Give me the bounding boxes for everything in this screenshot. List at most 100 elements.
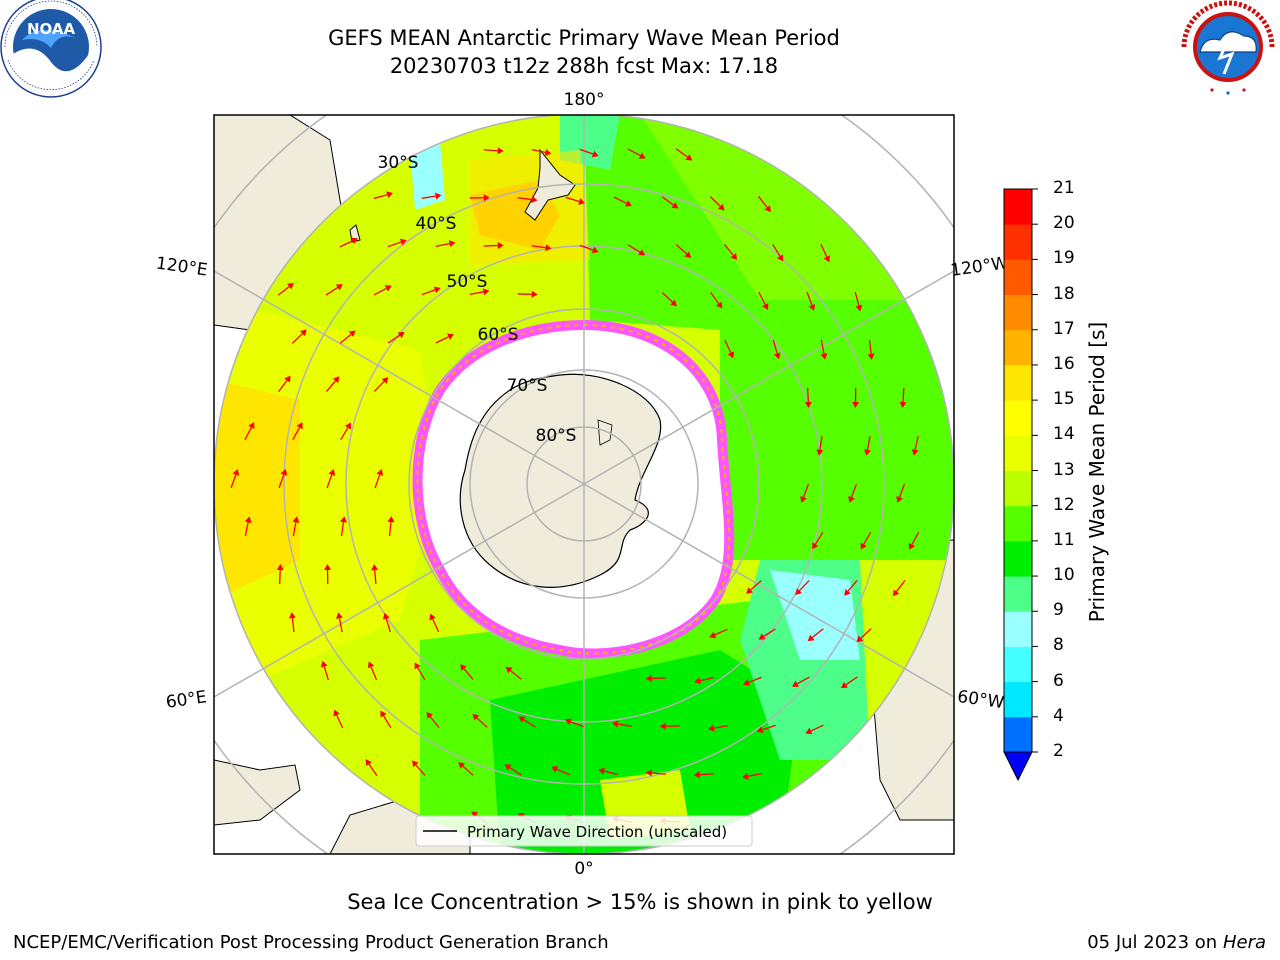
lon-label-120e: 120°E — [155, 254, 209, 281]
wave-arrow — [899, 387, 907, 408]
wave-arrow — [371, 564, 379, 585]
colorbar-tick-label: 2 — [1053, 741, 1064, 761]
wave-arrow — [645, 674, 666, 682]
colorbar-tick-label: 21 — [1053, 178, 1075, 198]
wave-arrow — [458, 762, 474, 776]
lon-label-180: 180° — [564, 90, 605, 110]
wave-arrow — [675, 244, 692, 258]
lat-label-50s: 50°S — [447, 272, 488, 292]
wave-arrow — [772, 243, 784, 262]
colorbar-segment — [1004, 259, 1032, 296]
wave-arrow — [792, 676, 810, 687]
wave-arrow — [365, 759, 378, 777]
colorbar-tick-label: 9 — [1053, 600, 1064, 621]
wave-arrow — [911, 435, 919, 456]
wave-arrow — [598, 767, 618, 776]
chart-title: GEFS MEAN Antarctic Primary Wave Mean Pe… — [328, 26, 840, 50]
wave-arrow — [435, 240, 456, 248]
footer-machine: Hera — [1222, 932, 1266, 953]
wave-arrow — [820, 339, 828, 360]
colorbar-segment — [1004, 716, 1032, 753]
colorbar — [1003, 188, 1038, 782]
wave-arrow — [373, 285, 392, 296]
wave-arrow — [291, 329, 307, 344]
lon-label-0: 0° — [574, 859, 593, 879]
wave-arrow — [708, 724, 728, 732]
wave-arrow — [244, 516, 252, 537]
colorbar-segment — [1004, 224, 1032, 260]
footer-date: 05 Jul 2023 on Hera — [1087, 932, 1266, 953]
wave-arrow — [723, 244, 738, 260]
noaa-logo-text: NOAA — [27, 20, 76, 38]
wave-arrow — [800, 483, 810, 503]
wave-arrow — [230, 469, 240, 489]
lon-label-120w: 120°W — [949, 253, 1009, 281]
lat-label-70s: 70°S — [507, 376, 548, 396]
wave-arrow — [645, 769, 666, 777]
colorbar-tick-label: 17 — [1053, 318, 1075, 339]
wave-arrow — [812, 531, 824, 550]
wave-arrow — [483, 242, 504, 249]
wave-arrow — [852, 387, 860, 408]
wave-arrow — [288, 612, 296, 633]
wave-arrow — [278, 469, 288, 489]
wave-arrow — [460, 664, 474, 680]
lon-label-60e: 60°E — [165, 687, 208, 712]
wave-arrow — [340, 422, 351, 441]
wave-arrow — [339, 330, 356, 344]
colorbar-segment — [1004, 681, 1032, 718]
wave-arrow — [848, 483, 858, 503]
wave-arrow — [820, 243, 830, 263]
wave-arrow — [244, 422, 255, 441]
colorbar-tick-label: 11 — [1053, 529, 1075, 550]
wave-arrow — [373, 191, 394, 200]
wave-arrow — [757, 196, 771, 213]
wave-arrow — [844, 580, 858, 596]
wave-arrow — [724, 339, 734, 359]
graticule — [214, 115, 954, 854]
wave-arrow — [659, 722, 680, 730]
wave-arrow — [367, 661, 378, 681]
wave-arrow — [806, 291, 816, 311]
wave-arrow — [336, 612, 343, 633]
nws-logo — [1180, 0, 1276, 95]
wave-arrow — [860, 531, 872, 550]
colorbar-segment — [1004, 576, 1032, 612]
wave-arrow — [320, 660, 329, 681]
colorbar-tick-label: 19 — [1053, 248, 1075, 269]
lat-label-30s: 30°S — [378, 153, 419, 173]
wave-arrow — [565, 196, 585, 205]
wave-arrow — [325, 284, 343, 296]
wave-arrow — [380, 710, 392, 729]
wave-arrow — [387, 331, 405, 344]
map-legend: Primary Wave Direction (unscaled) — [415, 815, 753, 847]
wave-arrow — [387, 516, 395, 537]
wave-arrow — [613, 196, 632, 207]
wave-arrow — [276, 564, 284, 585]
wave-arrow — [746, 580, 762, 594]
wave-arrow — [411, 760, 426, 776]
wave-arrow — [414, 662, 426, 681]
wave-arrow — [278, 375, 291, 392]
wave-arrow — [611, 720, 632, 728]
colorbar-segment — [1004, 329, 1032, 366]
colorbar-tick-label: 10 — [1053, 565, 1075, 586]
wave-arrow — [551, 766, 570, 776]
wave-arrow — [709, 196, 725, 211]
wave-arrow — [531, 244, 552, 252]
footer-credit: NCEP/EMC/Verification Post Processing Pr… — [13, 932, 609, 953]
wave-arrow — [579, 244, 599, 254]
wave-arrow — [340, 516, 347, 537]
wave-arrow — [864, 435, 871, 456]
wave-arrow — [693, 771, 714, 779]
colorbar-tick-label: 15 — [1053, 389, 1075, 410]
wave-arrow — [772, 339, 781, 360]
map-area — [214, 115, 954, 854]
wave-direction-arrows — [230, 147, 920, 825]
wave-arrow — [756, 724, 776, 734]
wave-arrow — [579, 148, 599, 158]
wave-arrow — [854, 291, 863, 312]
wave-arrow — [892, 580, 906, 597]
colorbar-tick-label: 18 — [1053, 283, 1075, 304]
